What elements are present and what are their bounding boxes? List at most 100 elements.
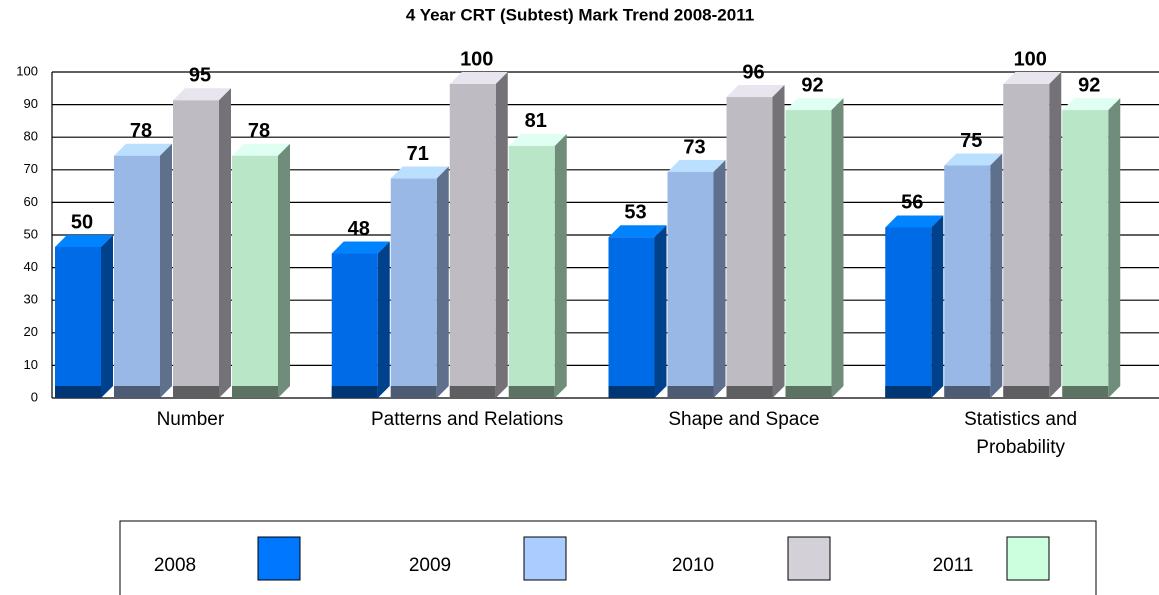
bar-face [785, 110, 832, 398]
legend-swatch [523, 536, 567, 581]
bar [331, 241, 390, 398]
bar [944, 153, 1003, 398]
bar-face [608, 386, 655, 398]
bar-face [1003, 386, 1050, 398]
legend-swatch [1006, 536, 1050, 581]
bar-face [1003, 72, 1062, 84]
x-tick-label: Patterns and Relations [371, 409, 564, 430]
y-tick-label: 70 [24, 161, 38, 176]
x-tick-label: Statistics and Probability [964, 409, 1078, 458]
chart-title: 4 Year CRT (Subtest) Mark Trend 2008-201… [406, 5, 754, 24]
bar-face [667, 386, 714, 398]
bar-face [495, 72, 508, 398]
bar-face [55, 235, 113, 247]
bar-face [449, 84, 496, 398]
y-tick-label: 20 [24, 324, 38, 339]
bar-face [944, 165, 991, 398]
bar [390, 166, 449, 398]
legend-swatch [787, 536, 831, 581]
bar-face [390, 178, 437, 398]
y-tick-label: 80 [24, 129, 38, 144]
bar-face [944, 153, 1003, 166]
bar-face [885, 386, 932, 398]
bar-face [173, 386, 219, 398]
data-label: 100 [460, 48, 493, 70]
bar [667, 160, 726, 398]
bar-face [1003, 84, 1050, 398]
data-label: 78 [248, 120, 270, 142]
bar-face [232, 386, 278, 398]
bar [173, 88, 231, 399]
data-label: 95 [189, 65, 211, 87]
data-label: 81 [525, 110, 547, 132]
bar-face [436, 166, 449, 398]
bar-face [885, 227, 932, 398]
data-label: 73 [683, 136, 705, 158]
bar-face [885, 215, 944, 228]
data-label: 48 [348, 218, 370, 240]
bar-face [772, 85, 785, 398]
data-label: 71 [407, 143, 429, 165]
y-tick-label: 100 [16, 63, 38, 78]
bar-face [390, 166, 449, 179]
bar-face [101, 235, 113, 398]
bar [55, 235, 113, 398]
data-label: 50 [71, 211, 93, 233]
legend-label: 2011 [933, 555, 974, 576]
legend-label: 2009 [409, 555, 451, 576]
bar-face [331, 253, 378, 398]
bar-face [331, 241, 390, 254]
bar-face [990, 153, 1003, 398]
bar-face [726, 386, 773, 398]
bar-face [608, 225, 667, 238]
bar [1062, 98, 1121, 398]
y-tick-label: 10 [24, 357, 38, 372]
legend-swatch [257, 536, 301, 581]
bar-face [654, 225, 667, 398]
bar [885, 215, 944, 398]
legend-label: 2008 [154, 555, 196, 576]
x-tick-label: Number [156, 409, 225, 430]
bar-face [55, 247, 101, 398]
bar-face [726, 97, 773, 398]
data-label: 56 [901, 192, 923, 214]
legend-label: 2010 [672, 555, 714, 576]
bar-face [1062, 98, 1121, 111]
bar [785, 98, 844, 398]
bar-face [785, 386, 832, 398]
data-label: 92 [1078, 74, 1100, 96]
y-tick-label: 60 [24, 194, 38, 209]
bar-face [1062, 386, 1109, 398]
bar-face [331, 386, 378, 398]
bar-face [449, 72, 508, 84]
y-tick-label: 30 [24, 292, 38, 307]
bar [1003, 72, 1062, 398]
data-label: 78 [130, 120, 152, 142]
bar-face [114, 386, 160, 398]
bar-face [785, 98, 844, 111]
bar [114, 143, 172, 398]
bar-face [508, 386, 555, 398]
y-tick-label: 0 [31, 389, 38, 404]
bar-face [831, 98, 844, 398]
bar-face [390, 386, 437, 398]
bar-face [219, 88, 231, 399]
bar-face [944, 386, 991, 398]
bar-face [931, 215, 944, 398]
bar-face [667, 160, 726, 173]
bar-face [713, 160, 726, 398]
data-label: 92 [801, 74, 823, 96]
bar-face [173, 100, 219, 399]
data-label: 75 [960, 130, 982, 152]
bar [508, 133, 567, 398]
bar-face [608, 237, 655, 398]
y-tick-label: 40 [24, 259, 38, 274]
bar-face [114, 143, 172, 156]
x-tick-label: Shape and Space [668, 409, 820, 430]
bar-face [508, 133, 567, 146]
bar-face [114, 155, 160, 398]
bar-face [449, 386, 496, 398]
bar-face [232, 143, 290, 156]
